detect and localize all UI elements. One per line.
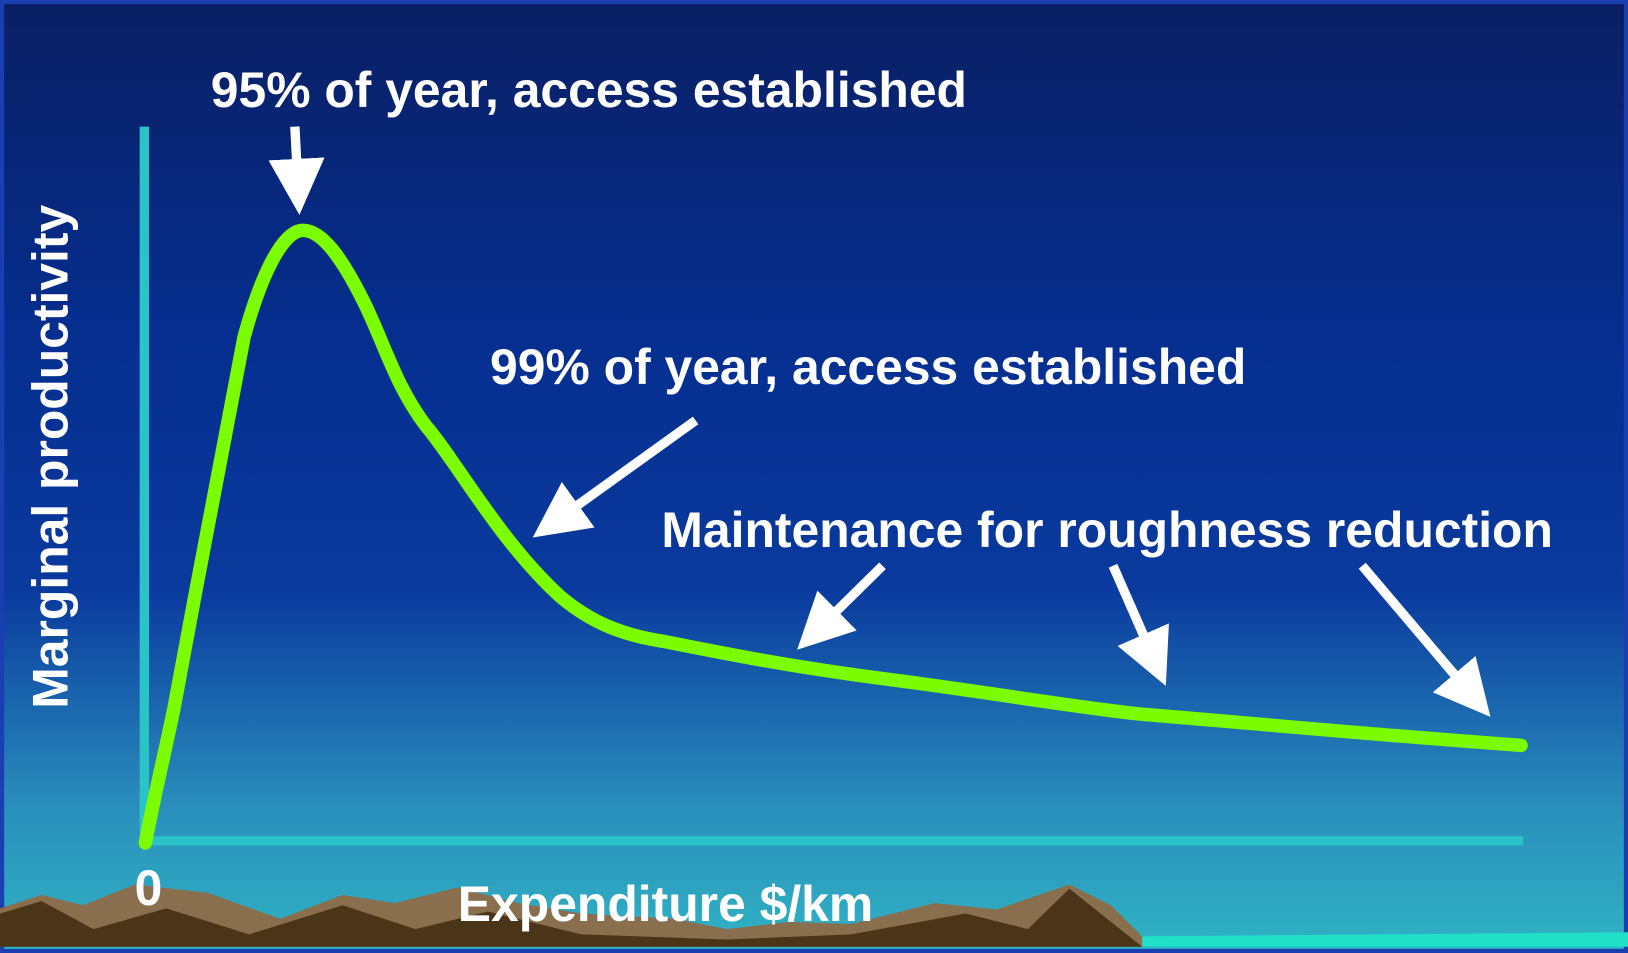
slide: 95% of year, access established 99% of y…: [0, 0, 1628, 953]
origin-label: 0: [135, 860, 163, 916]
y-axis-label: Marginal productivity: [22, 205, 78, 709]
background: [0, 0, 1628, 953]
annotation: 99% of year, access established: [490, 339, 1246, 395]
page: {"axes": {"y_label": "Marginal productiv…: [0, 0, 1628, 953]
annotation: Maintenance for roughness reduction: [661, 502, 1553, 558]
arrow: [295, 127, 298, 187]
x-axis-label: Expenditure $/km: [458, 876, 873, 932]
annotation: 95% of year, access established: [211, 62, 967, 118]
